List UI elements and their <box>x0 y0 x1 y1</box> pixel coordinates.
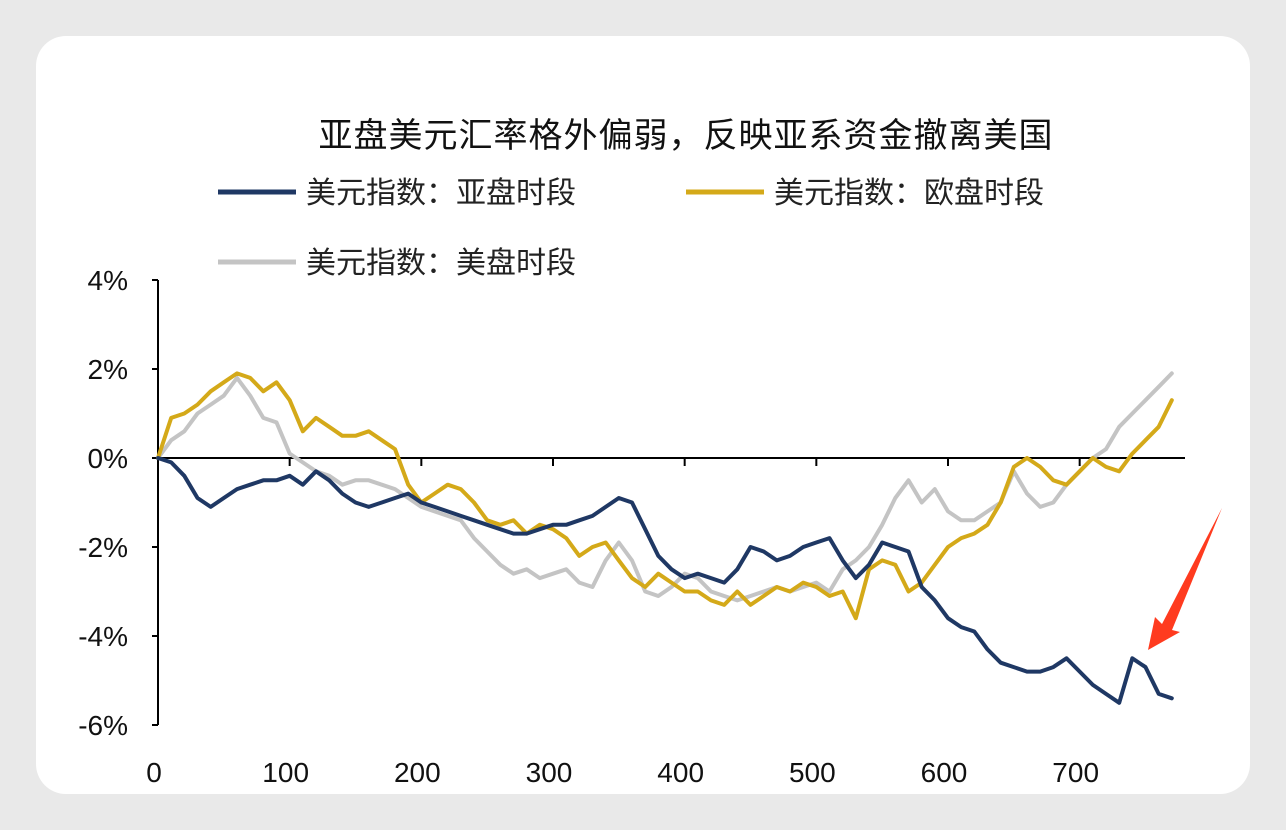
series-group <box>156 371 1174 705</box>
chart-title: 亚盘美元汇率格外偏弱，反映亚系资金撤离美国 <box>318 116 1054 156</box>
x-tick-label: 400 <box>657 757 704 788</box>
axes: 4% 2% 0% -2% -4% -6% 0 100 200 300 400 500 600 700 <box>78 265 1185 788</box>
series-line-asia <box>156 456 1174 705</box>
series-line-us <box>156 371 1174 603</box>
y-tick-label: -2% <box>78 532 128 563</box>
x-tick-label: 0 <box>146 757 162 788</box>
y-tick-label: 2% <box>88 354 128 385</box>
x-tick-label: 600 <box>921 757 968 788</box>
x-tick-label: 500 <box>789 757 836 788</box>
x-tick-label: 300 <box>526 757 573 788</box>
y-tick-label: 0% <box>88 443 128 474</box>
y-tick-label: 4% <box>88 265 128 296</box>
legend-label-europe: 美元指数：欧盘时段 <box>774 176 1044 211</box>
legend-label-asia: 美元指数：亚盘时段 <box>306 176 576 211</box>
red-arrow-icon <box>1148 508 1222 650</box>
legend-label-us: 美元指数：美盘时段 <box>306 246 576 281</box>
x-tick-label: 700 <box>1052 757 1099 788</box>
x-tick-label: 200 <box>394 757 441 788</box>
x-tick-label: 100 <box>262 757 309 788</box>
chart-card: 亚盘美元汇率格外偏弱，反映亚系资金撤离美国 <box>36 36 1250 794</box>
y-tick-label: -4% <box>78 621 128 652</box>
y-tick-label: -6% <box>78 710 128 741</box>
series-line-europe <box>156 371 1174 621</box>
annotation <box>1148 508 1222 650</box>
